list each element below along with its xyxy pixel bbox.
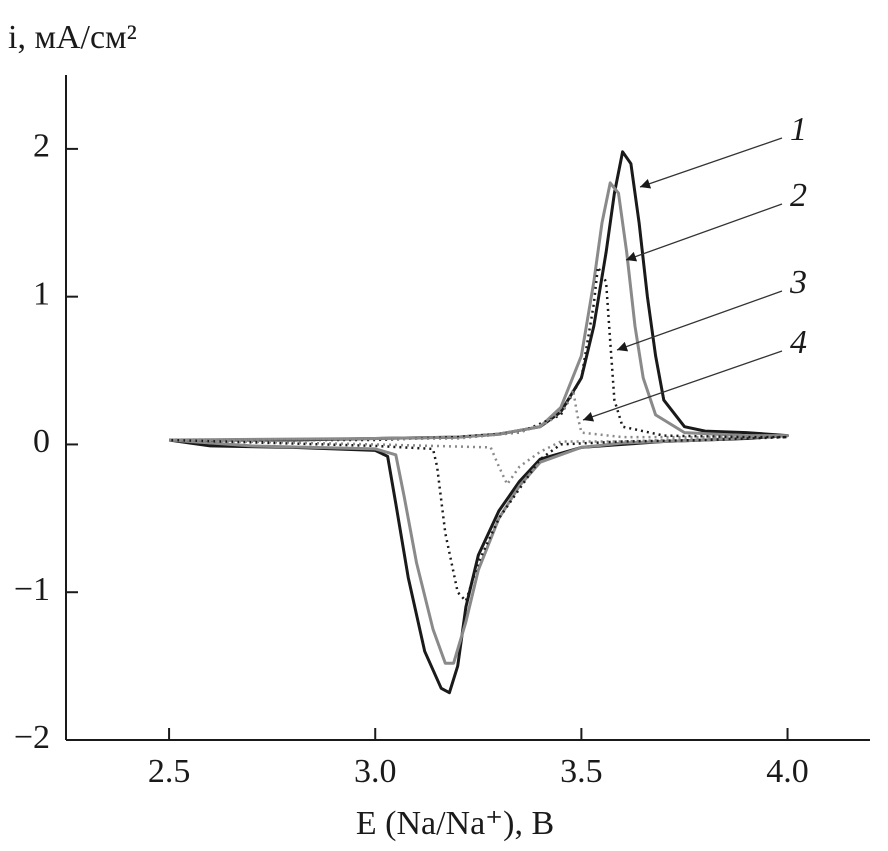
y-tick-label: −2 <box>14 719 50 756</box>
x-tick-label: 3.5 <box>560 753 603 790</box>
series-line <box>168 150 789 695</box>
x-tick-label: 3.0 <box>354 753 397 790</box>
series-pointer <box>625 203 783 262</box>
y-tick-label: −1 <box>14 571 50 608</box>
series-pointer <box>582 350 783 422</box>
series-label: 3 <box>789 264 807 301</box>
series-pointer <box>639 137 783 189</box>
y-tick-label: 2 <box>33 128 50 165</box>
x-axis-label: E (Na/Na⁺), В <box>356 805 554 842</box>
series-pointer <box>616 290 783 352</box>
series-line <box>169 388 789 486</box>
x-tick-label: 4.0 <box>766 753 809 790</box>
x-tick-label: 2.5 <box>148 753 191 790</box>
series-label: 4 <box>790 324 807 361</box>
y-axis-label: i, мА/см² <box>8 19 137 56</box>
series-label: 2 <box>790 177 807 214</box>
y-tick-label: 1 <box>33 275 50 312</box>
y-tick-label: 0 <box>33 423 50 460</box>
series-line <box>168 181 789 665</box>
series-label: 1 <box>790 111 807 148</box>
